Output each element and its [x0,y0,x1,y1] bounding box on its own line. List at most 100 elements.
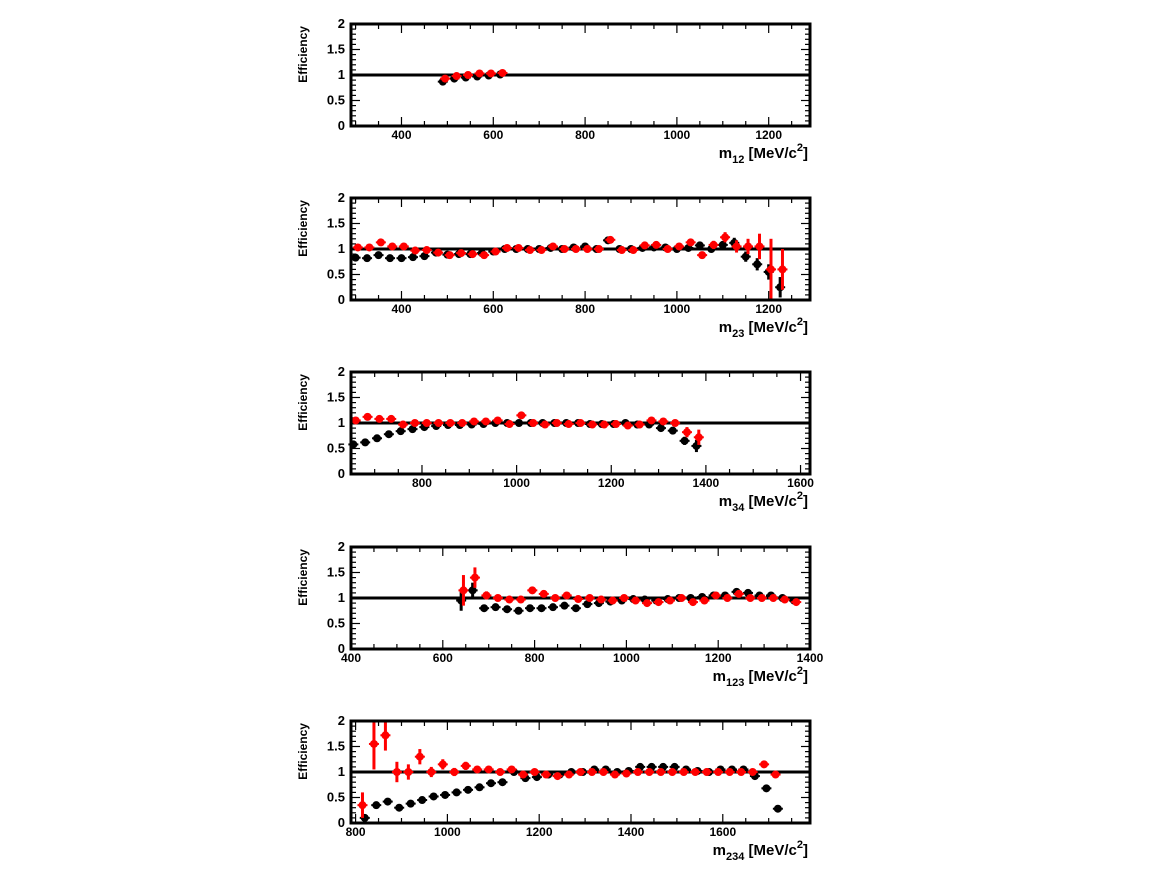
data-point [537,604,546,613]
data-point [671,419,680,427]
data-point [381,731,390,740]
x-tick-label: 1200 [598,476,625,490]
data-point [415,752,424,761]
data-point [373,434,382,443]
data-point [562,591,571,600]
data-point [486,779,495,788]
data-point [358,801,367,810]
data-point [528,586,537,595]
data-point [353,243,362,252]
data-point [505,595,514,604]
data-point [493,416,502,425]
data-point [640,241,649,250]
y-axis-title: Efficiency [296,549,310,606]
data-point [374,251,383,260]
data-point [548,603,557,612]
data-point [620,594,629,602]
data-point [452,72,461,81]
data-point [475,69,484,78]
data-point [688,598,697,607]
data-point [516,595,525,604]
data-point [709,240,718,249]
data-point [404,768,413,776]
data-point [611,420,620,429]
data-point [481,417,490,426]
data-point [564,420,573,429]
data-point [482,591,491,600]
data-point [769,594,778,602]
y-tick-label: 0 [338,815,345,830]
data-point [588,420,597,429]
data-point [666,596,675,605]
y-tick-label: 0.5 [327,616,345,631]
data-point [647,416,656,425]
data-point [656,424,665,433]
data-point [473,765,482,774]
panel-2: 0 0.5 1 1.5 2 400 600 800 1000 1200 Efficiency m23 … [296,190,812,340]
data-point [529,419,538,427]
data-point [741,252,750,261]
data-point [574,595,583,604]
data-point [571,245,580,253]
data-point [526,246,535,255]
data-point [491,603,500,612]
data-point [680,436,689,445]
y-tick-label: 1 [338,67,345,82]
x-tick-label: 800 [412,476,432,490]
x-tick-label: 1400 [618,825,645,839]
plot-frame [349,545,812,651]
data-point [383,797,392,806]
data-point [622,769,631,778]
y-axis-title: Efficiency [296,26,310,83]
data-point [721,233,730,242]
data-point [408,425,417,434]
data-point [760,760,769,769]
data-point [583,600,592,609]
x-axis-title: m34 [MeV/c2] [719,490,808,514]
data-point [571,604,580,613]
panel-1: 0 0.5 1 1.5 2 400 600 800 1000 1200 Efficiency m12 … [296,16,812,166]
data-point [526,604,535,613]
x-tick-label: 600 [483,302,503,316]
data-point [470,573,479,582]
series-red [440,68,508,83]
y-tick-label: 1 [338,590,345,605]
y-tick-label: 1 [338,415,345,430]
series-red [350,411,704,445]
data-point [668,768,677,776]
data-point [725,768,734,776]
data-point [714,768,723,776]
data-point [446,419,455,427]
data-point [548,242,557,251]
data-point [530,768,539,776]
data-point [702,768,711,776]
x-tick-label: 800 [575,302,595,316]
data-point [780,595,789,604]
x-tick-label: 1200 [755,128,782,142]
x-axis-title: m23 [MeV/c2] [719,316,808,340]
y-axis-title: Efficiency [296,723,310,780]
x-tick-label: 1600 [709,825,736,839]
panel-3: 0 0.5 1 1.5 2 800 1000 1200 1400 1600 Efficiency m3… [296,364,814,514]
data-point [507,765,516,774]
data-point [583,245,592,253]
data-point [438,760,447,769]
data-point [517,411,526,420]
data-point [585,594,594,602]
data-point [560,245,569,253]
y-tick-label: 0.5 [327,790,345,805]
data-point [422,246,431,255]
data-point [441,74,450,83]
data-point [503,605,512,614]
series-red [352,232,788,300]
data-point [700,596,709,605]
series-black [350,236,786,298]
series-red [357,721,781,818]
y-tick-label: 2 [338,713,345,728]
data-point [565,770,574,779]
x-tick-label: 1200 [526,825,553,839]
plot-frame [349,719,812,825]
data-point [386,254,395,263]
data-point [732,242,741,251]
data-point [610,770,619,779]
